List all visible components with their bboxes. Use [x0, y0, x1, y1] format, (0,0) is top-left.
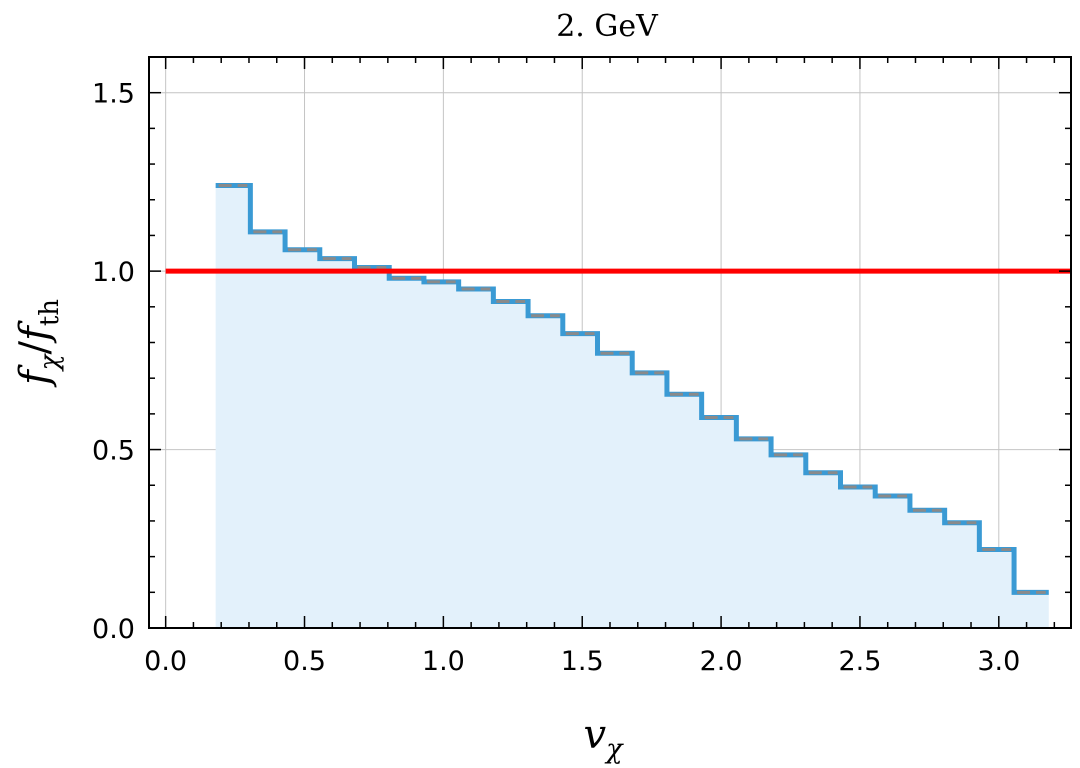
histogram-step-line — [215, 182, 1049, 595]
y-axis-label: fχ/fth — [12, 299, 65, 388]
y-axis-label-num-sub: χ — [35, 352, 65, 372]
y-tick-labels: 0.0 0.5 1.0 1.5 — [92, 79, 135, 645]
x-tick-label-0: 0.0 — [144, 646, 187, 677]
x-tick-label-2: 1.0 — [422, 646, 465, 677]
x-tick-labels: 0.0 0.5 1.0 1.5 2.0 2.5 3.0 — [144, 646, 1020, 677]
y-axis-label-slash: / — [12, 340, 58, 354]
x-tick-label-6: 3.0 — [977, 646, 1020, 677]
x-tick-label-1: 0.5 — [283, 646, 326, 677]
chart-title: 2. GeV — [556, 9, 659, 44]
x-tick-label-4: 2.0 — [700, 646, 743, 677]
y-tick-label-3: 1.5 — [92, 79, 135, 110]
y-axis-label-den-sub: th — [35, 299, 65, 326]
x-axis-label-subscript: χ — [604, 734, 624, 765]
x-axis-label-main: v — [584, 712, 607, 758]
x-axis-label: vχ — [584, 712, 625, 765]
x-tick-label-3: 1.5 — [561, 646, 604, 677]
y-tick-label-2: 1.0 — [92, 257, 135, 288]
x-tick-label-5: 2.5 — [838, 646, 881, 677]
axis-ticks — [149, 56, 1071, 629]
y-tick-label-1: 0.5 — [92, 436, 135, 467]
bin-dashes — [218, 183, 1046, 594]
y-tick-label-0: 0.0 — [92, 614, 135, 645]
histogram-fill — [215, 185, 1049, 628]
